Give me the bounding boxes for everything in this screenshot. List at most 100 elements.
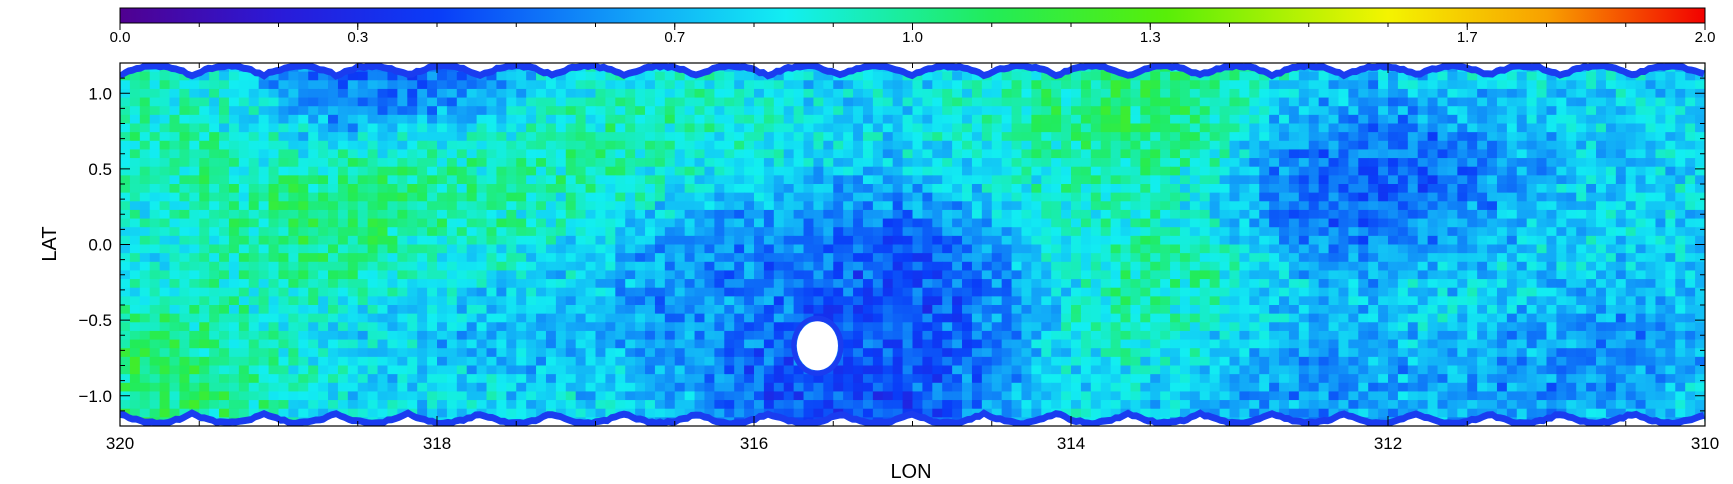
heatmap-cell <box>129 114 141 125</box>
heatmap-cell <box>496 235 507 246</box>
heatmap-cell <box>347 71 359 81</box>
heatmap-cell <box>219 158 230 168</box>
heatmap-cell <box>446 132 458 142</box>
heatmap-cell <box>1249 305 1260 315</box>
heatmap-cell <box>962 253 973 263</box>
heatmap-cell <box>1417 227 1429 237</box>
heatmap-cell <box>1665 123 1676 133</box>
heatmap-cell <box>605 184 616 194</box>
heatmap-cell <box>1556 279 1567 289</box>
heatmap-cell <box>1526 175 1538 185</box>
heatmap-cell <box>912 80 924 90</box>
heatmap-cell <box>1586 227 1597 237</box>
heatmap-cell <box>1368 270 1379 280</box>
heatmap-cell <box>744 313 755 323</box>
heatmap-cell <box>238 88 250 99</box>
heatmap-cell <box>1675 175 1686 185</box>
heatmap-cell <box>1477 287 1488 297</box>
heatmap-cell <box>932 279 943 289</box>
heatmap-cell <box>1229 209 1241 220</box>
heatmap-cell <box>129 175 141 185</box>
heatmap-cell <box>1516 279 1528 289</box>
heatmap-cell <box>1328 305 1340 315</box>
heatmap-cell <box>1179 305 1191 315</box>
heatmap-cell <box>1655 88 1666 99</box>
heatmap-cell <box>625 305 636 315</box>
heatmap-cell <box>1437 253 1449 263</box>
heatmap-cell <box>1526 296 1538 306</box>
heatmap-cell <box>635 184 646 194</box>
heatmap-cell <box>1388 209 1399 220</box>
heatmap-cell <box>318 253 329 263</box>
heatmap-cell <box>892 184 904 194</box>
heatmap-cell <box>1576 140 1587 151</box>
heatmap-cell <box>1318 184 1330 194</box>
heatmap-cell <box>585 227 597 237</box>
heatmap-cell <box>1110 175 1122 185</box>
heatmap-cell <box>1298 175 1310 185</box>
heatmap-cell <box>1477 175 1488 185</box>
heatmap-cell <box>862 184 874 194</box>
heatmap-cell <box>1576 313 1587 323</box>
heatmap-cell <box>357 261 369 272</box>
heatmap-cell <box>1556 253 1567 263</box>
heatmap-cell <box>228 149 240 159</box>
heatmap-cell <box>1249 201 1260 211</box>
heatmap-cell <box>328 235 339 246</box>
heatmap-cell <box>654 261 666 272</box>
heatmap-cell <box>942 140 953 151</box>
heatmap-cell <box>437 270 448 280</box>
heatmap-cell <box>605 158 616 168</box>
heatmap-cell <box>1675 114 1686 125</box>
heatmap-cell <box>387 227 398 237</box>
heatmap-cell <box>526 227 537 237</box>
heatmap-cell <box>595 166 607 176</box>
heatmap-cell <box>1061 88 1072 99</box>
heatmap-cell <box>1328 218 1340 228</box>
heatmap-cell <box>1457 209 1468 220</box>
heatmap-cell <box>1496 106 1508 116</box>
heatmap-cell <box>793 261 805 272</box>
heatmap-cell <box>1011 305 1023 315</box>
heatmap-cell <box>1318 192 1330 202</box>
heatmap-cell <box>209 227 220 237</box>
heatmap-cell <box>308 123 319 133</box>
heatmap-cell <box>595 253 607 263</box>
heatmap-cell <box>1665 158 1676 168</box>
heatmap-cell <box>1437 244 1449 254</box>
heatmap-cell <box>803 71 815 81</box>
heatmap-cell <box>813 218 824 228</box>
heatmap-cell <box>714 140 725 151</box>
heatmap-cell <box>1467 192 1478 202</box>
heatmap-cell <box>397 175 408 185</box>
heatmap-cell <box>1625 244 1637 254</box>
heatmap-cell <box>149 88 161 99</box>
heatmap-cell <box>1348 227 1359 237</box>
heatmap-cell <box>1160 261 1171 272</box>
heatmap-cell <box>1526 235 1538 246</box>
heatmap-cell <box>1090 279 1102 289</box>
heatmap-cell <box>1259 313 1270 323</box>
heatmap-cell <box>1506 149 1518 159</box>
heatmap-cell <box>645 253 656 263</box>
heatmap-cell <box>843 192 854 202</box>
heatmap-cell <box>288 218 299 228</box>
heatmap-cell <box>575 296 587 306</box>
heatmap-cell <box>783 71 795 81</box>
heatmap-cell <box>684 296 696 306</box>
heatmap-cell <box>1150 106 1161 116</box>
heatmap-cell <box>1576 287 1587 297</box>
heatmap-cell <box>575 201 587 211</box>
heatmap-cell <box>654 158 666 168</box>
heatmap-cell <box>238 244 250 254</box>
heatmap-cell <box>1179 322 1191 332</box>
heatmap-cell <box>446 140 458 151</box>
heatmap-cell <box>1358 114 1369 125</box>
heatmap-cell <box>1516 97 1528 107</box>
heatmap-cell <box>1605 235 1617 246</box>
heatmap-cell <box>1288 201 1300 211</box>
heatmap-cell <box>645 149 656 159</box>
heatmap-cell <box>407 322 418 332</box>
heatmap-cell <box>645 244 656 254</box>
heatmap-cell <box>1269 140 1280 151</box>
